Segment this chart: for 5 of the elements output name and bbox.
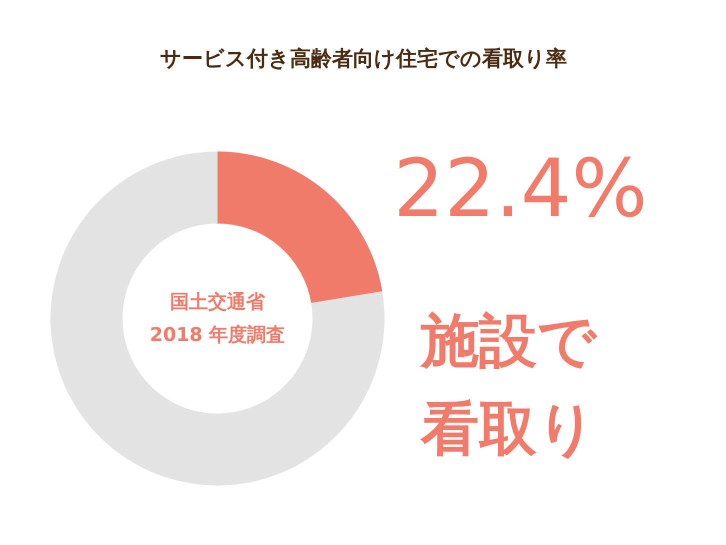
text: 国土交通省 2018 年度調査 [150, 291, 286, 346]
text: 看取り [420, 394, 596, 462]
text: 施設で [419, 306, 598, 374]
data-label: 22.4% [393, 142, 648, 235]
chart-title: サービス付き高齢者向け住宅での看取り率 [160, 46, 567, 70]
